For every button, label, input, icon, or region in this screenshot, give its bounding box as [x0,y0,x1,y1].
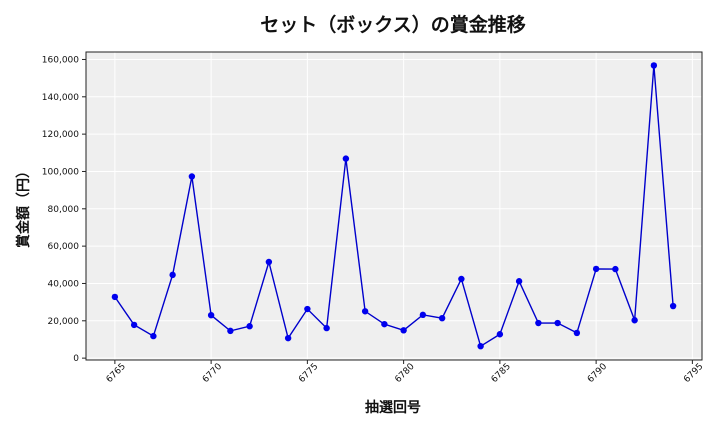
y-tick-label: 20,000 [48,317,80,327]
data-point [361,308,369,315]
data-point [400,327,407,334]
data-point [612,265,619,273]
data-point [438,314,446,322]
data-point [130,321,138,329]
data-point [323,324,330,332]
data-point [207,312,215,319]
y-tick-label: 100,000 [42,167,79,177]
data-point [150,332,157,340]
y-tick-label: 60,000 [48,242,80,252]
data-point [496,331,504,338]
data-point [342,155,350,162]
data-point [246,323,253,330]
x-axis-label: 抽選回号 [365,399,421,416]
data-point [573,329,581,337]
data-point [304,305,311,313]
series-line [114,65,674,348]
data-point [631,317,638,324]
y-tick-label: 140,000 [42,93,79,103]
y-tick-label: 40,000 [48,279,80,289]
data-point [381,320,388,328]
series-group [111,62,677,350]
data-point [535,319,542,327]
data-point [554,319,561,327]
data-point [669,302,677,310]
data-point [111,293,119,301]
y-axis-ticks: 0 20,000 40,000 60,000 80,000 100,000 120,000 1… [42,55,86,364]
data-point [515,278,523,285]
data-point [477,342,484,350]
data-point [284,334,292,342]
chart-title: セット（ボックス）の賞金推移 [260,13,525,36]
plot-frame [85,51,703,361]
y-axis-label: 賞金額（円） [15,164,32,248]
y-tick-label: 80,000 [48,205,80,215]
grid-lines [86,52,702,360]
data-point [188,173,196,180]
plot-area [85,51,703,361]
data-point [169,271,176,279]
data-point [265,258,273,266]
data-point [227,327,234,335]
y-tick-label: 160,000 [42,55,79,65]
data-point [458,275,465,283]
y-tick-label: 0 [73,354,79,364]
y-tick-label: 120,000 [42,130,79,140]
data-point [419,311,427,319]
data-point [650,62,658,69]
data-point [592,265,600,273]
